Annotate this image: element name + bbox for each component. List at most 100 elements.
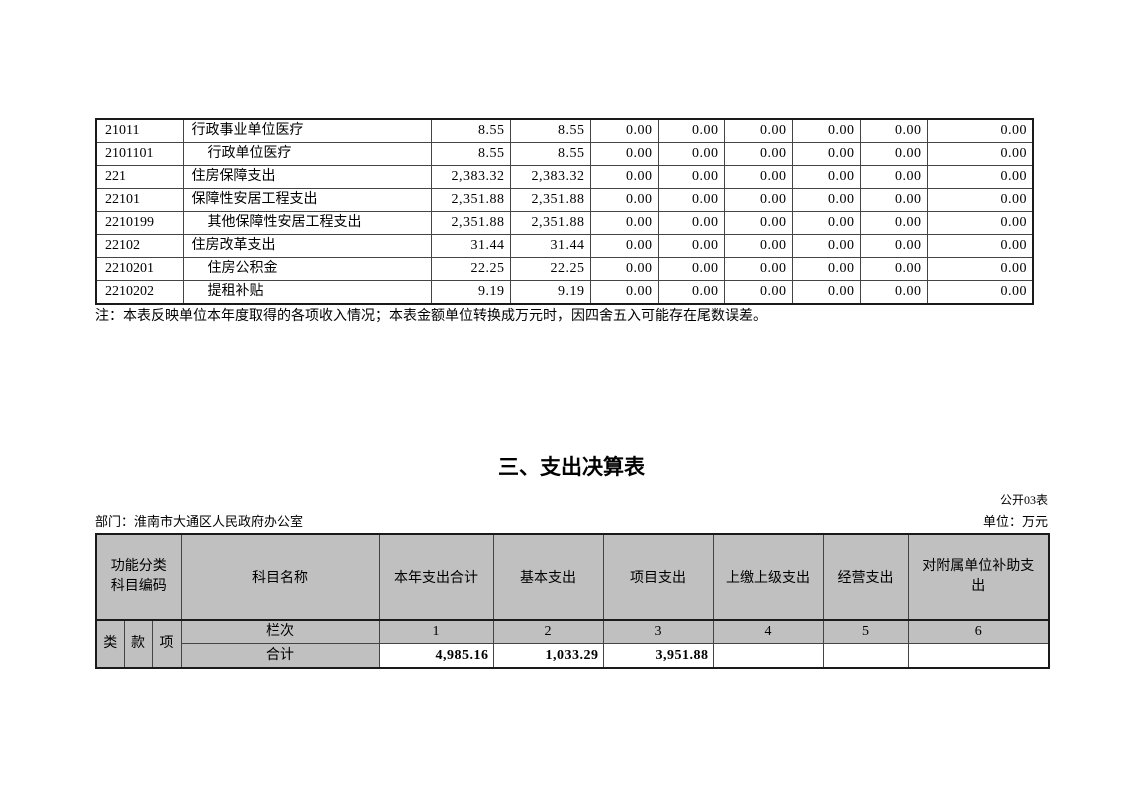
amount-cell: 0.00 xyxy=(926,188,1034,212)
code-sub-header-category: 类 xyxy=(95,619,125,669)
column-index-3: 3 xyxy=(602,619,714,644)
amount-cell: 0.00 xyxy=(791,165,861,189)
income-table-row: 2210199 其他保障性安居工程支出 2,351.88 2,351.88 0.00 0.… xyxy=(95,211,1034,235)
amount-cell: 0.00 xyxy=(657,280,725,305)
subject-code-cell: 221 xyxy=(95,165,184,189)
amount-cell: 0.00 xyxy=(723,280,793,305)
total-value-2: 1,033.29 xyxy=(492,643,604,669)
amount-cell: 0.00 xyxy=(791,280,861,305)
amount-cell: 0.00 xyxy=(791,188,861,212)
amount-cell: 0.00 xyxy=(589,257,659,281)
amount-cell: 2,383.32 xyxy=(509,165,591,189)
amount-cell: 2,351.88 xyxy=(430,211,511,235)
col-header-project-expenditure: 项目支出 xyxy=(602,533,714,621)
subject-name-cell: 住房保障支出 xyxy=(182,165,432,189)
amount-cell: 0.00 xyxy=(657,142,725,166)
income-table-row: 22101 保障性安居工程支出 2,351.88 2,351.88 0.00 0.00 0.… xyxy=(95,188,1034,212)
income-table-row: 2210202 提租补贴 9.19 9.19 0.00 0.00 0.00 0.00 0.00 0… xyxy=(95,280,1034,305)
amount-cell: 0.00 xyxy=(589,211,659,235)
unit-label: 单位：万元 xyxy=(982,514,1048,529)
column-index-4: 4 xyxy=(712,619,824,644)
income-table-continuation: 21011 行政事业单位医疗 8.55 8.55 0.00 0.00 0.00 0.00 0.0… xyxy=(95,118,1034,305)
amount-cell: 0.00 xyxy=(589,142,659,166)
amount-cell: 0.00 xyxy=(791,142,861,166)
subject-name-cell: 行政事业单位医疗 xyxy=(182,118,432,143)
amount-cell: 8.55 xyxy=(509,142,591,166)
subject-name-cell: 提租补贴 xyxy=(182,280,432,305)
amount-cell: 0.00 xyxy=(859,165,928,189)
amount-cell: 22.25 xyxy=(509,257,591,281)
total-label-cell: 合计 xyxy=(180,643,380,669)
amount-cell: 0.00 xyxy=(926,280,1034,305)
subject-code-cell: 2210199 xyxy=(95,211,184,235)
amount-cell: 0.00 xyxy=(657,234,725,258)
amount-cell: 0.00 xyxy=(589,188,659,212)
column-index-row: 类 款 项 栏次 1 2 3 4 5 6 xyxy=(95,619,1050,669)
amount-cell: 9.19 xyxy=(509,280,591,305)
amount-cell: 0.00 xyxy=(657,211,725,235)
subject-code-cell: 2210202 xyxy=(95,280,184,305)
amount-cell: 0.00 xyxy=(657,188,725,212)
amount-cell: 0.00 xyxy=(926,142,1034,166)
amount-cell: 31.44 xyxy=(430,234,511,258)
income-table-body: 21011 行政事业单位医疗 8.55 8.55 0.00 0.00 0.00 0.00 0.0… xyxy=(95,118,1034,305)
income-table-row: 22102 住房改革支出 31.44 31.44 0.00 0.00 0.00 0.00 0.0… xyxy=(95,234,1034,258)
amount-cell: 8.55 xyxy=(430,142,511,166)
amount-cell: 0.00 xyxy=(926,211,1034,235)
amount-cell: 2,383.32 xyxy=(430,165,511,189)
subject-name-cell: 保障性安居工程支出 xyxy=(182,188,432,212)
subject-name-cell: 住房公积金 xyxy=(182,257,432,281)
total-value-3: 3,951.88 xyxy=(602,643,714,669)
subject-code-cell: 22102 xyxy=(95,234,184,258)
amount-cell: 22.25 xyxy=(430,257,511,281)
column-index-5: 5 xyxy=(822,619,909,644)
table-note: 注：本表反映单位本年度取得的各项收入情况；本表金额单位转换成万元时，因四舍五入可… xyxy=(95,309,767,324)
column-index-label: 栏次 xyxy=(180,619,380,644)
subject-code-cell: 2210201 xyxy=(95,257,184,281)
total-value-4 xyxy=(712,643,824,669)
amount-cell: 0.00 xyxy=(859,257,928,281)
code-sub-header-item: 款 xyxy=(123,619,153,669)
total-value-6 xyxy=(907,643,1050,669)
amount-cell: 2,351.88 xyxy=(509,188,591,212)
income-table-row: 2101101 行政单位医疗 8.55 8.55 0.00 0.00 0.00 0.00 0.0… xyxy=(95,142,1034,166)
amount-cell: 0.00 xyxy=(657,118,725,143)
public-table-number-label: 公开03表 xyxy=(999,493,1048,507)
amount-cell: 0.00 xyxy=(859,211,928,235)
expenditure-table: 功能分类 科目编码 科目名称 本年支出合计 基本支出 项目支出 上缴上级支出 经… xyxy=(95,533,1050,669)
amount-cell: 2,351.88 xyxy=(430,188,511,212)
amount-cell: 0.00 xyxy=(723,211,793,235)
amount-cell: 0.00 xyxy=(791,234,861,258)
subject-name-cell: 其他保障性安居工程支出 xyxy=(182,211,432,235)
amount-cell: 0.00 xyxy=(723,234,793,258)
col-header-subsidy-expenditure: 对附属单位补助支出 xyxy=(907,533,1050,621)
total-value-1: 4,985.16 xyxy=(378,643,494,669)
income-table-row: 221 住房保障支出 2,383.32 2,383.32 0.00 0.00 0.00 0.0… xyxy=(95,165,1034,189)
amount-cell: 0.00 xyxy=(589,234,659,258)
amount-cell: 0.00 xyxy=(657,165,725,189)
department-label: 部门：淮南市大通区人民政府办公室 xyxy=(95,514,304,529)
amount-cell: 0.00 xyxy=(723,165,793,189)
col-header-total-expenditure: 本年支出合计 xyxy=(378,533,494,621)
code-group-header-cell: 功能分类 科目编码 xyxy=(95,533,182,621)
amount-cell: 0.00 xyxy=(657,257,725,281)
amount-cell: 0.00 xyxy=(859,280,928,305)
amount-cell: 0.00 xyxy=(926,257,1034,281)
col-header-subject-name: 科目名称 xyxy=(180,533,380,621)
amount-cell: 0.00 xyxy=(723,257,793,281)
amount-cell: 0.00 xyxy=(791,118,861,143)
income-table-row: 21011 行政事业单位医疗 8.55 8.55 0.00 0.00 0.00 0.00 0.0… xyxy=(95,118,1034,143)
amount-cell: 31.44 xyxy=(509,234,591,258)
column-index-6: 6 xyxy=(907,619,1050,644)
amount-cell: 8.55 xyxy=(509,118,591,143)
col-header-basic-expenditure: 基本支出 xyxy=(492,533,604,621)
total-value-5 xyxy=(822,643,909,669)
amount-cell: 0.00 xyxy=(589,118,659,143)
subject-code-cell: 22101 xyxy=(95,188,184,212)
section-title: 三、支出决算表 xyxy=(498,456,645,479)
subject-name-cell: 行政单位医疗 xyxy=(182,142,432,166)
amount-cell: 9.19 xyxy=(430,280,511,305)
amount-cell: 0.00 xyxy=(926,165,1034,189)
amount-cell: 0.00 xyxy=(926,234,1034,258)
amount-cell: 0.00 xyxy=(859,142,928,166)
